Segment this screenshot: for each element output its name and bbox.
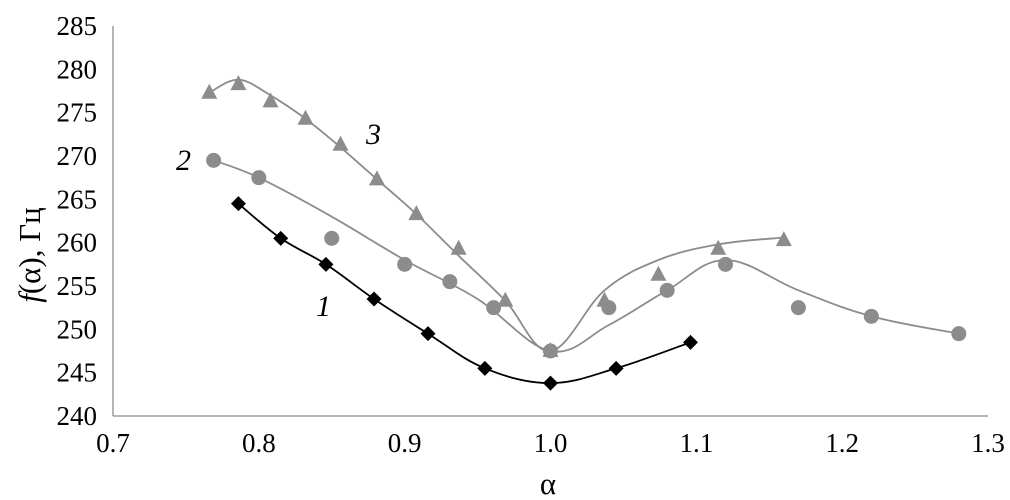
series-1-point — [273, 230, 289, 246]
series-1-point — [608, 360, 624, 376]
series-3-point — [710, 239, 727, 255]
curve-label-2: 2 — [176, 144, 191, 177]
series-2-point — [659, 282, 675, 298]
y-tick-label: 245 — [57, 358, 98, 388]
series-3-point — [201, 83, 218, 99]
y-axis-title-rest: (α), Гц — [12, 207, 47, 294]
y-tick-label: 265 — [57, 184, 98, 214]
y-tick-label: 270 — [57, 141, 98, 171]
x-tick-label: 1.0 — [534, 428, 568, 458]
curves — [208, 78, 959, 385]
x-tick-label: 0.9 — [388, 428, 422, 458]
series-1-point — [318, 256, 334, 272]
series-2-point — [251, 170, 267, 186]
series-3-point — [497, 291, 514, 307]
markers — [201, 75, 967, 391]
series-2-line — [213, 159, 959, 353]
series-1-point — [366, 291, 382, 307]
series-3-point — [297, 109, 314, 125]
series-1-point — [543, 375, 558, 391]
series-2-point — [206, 152, 222, 168]
curve-label-1: 1 — [316, 290, 331, 323]
y-tick-label: 255 — [57, 271, 98, 301]
series-1-point — [477, 360, 493, 376]
series-3-point — [262, 92, 279, 108]
series-3-point — [332, 135, 349, 151]
y-tick-label: 280 — [57, 54, 98, 84]
axes — [112, 26, 988, 417]
x-tick-label: 0.8 — [242, 428, 276, 458]
y-tick-label: 250 — [57, 314, 98, 344]
series-2-point — [486, 300, 502, 316]
y-tick-label: 240 — [57, 401, 98, 431]
series-3-point — [230, 75, 247, 91]
series-2-point — [324, 230, 340, 246]
series-3-line — [208, 78, 784, 352]
curve-label-3: 3 — [365, 118, 381, 151]
series-3-point — [775, 231, 792, 247]
x-tick-label: 1.1 — [679, 428, 713, 458]
series-1-point — [230, 196, 246, 212]
series-3-point — [596, 291, 613, 307]
series-3-point — [368, 170, 385, 186]
series-2-point — [790, 300, 806, 316]
series-3-point — [408, 205, 425, 221]
series-1-point — [420, 326, 436, 342]
x-axis-title: α — [540, 466, 556, 500]
series-2-point — [863, 308, 879, 324]
y-tick-label: 285 — [57, 11, 98, 41]
series-2-point — [718, 256, 733, 272]
series-1-point — [683, 334, 698, 350]
series-1-line — [237, 203, 691, 385]
series-2-point — [397, 256, 413, 272]
y-tick-label: 275 — [57, 98, 98, 128]
tick-labels: 0.7 0.8 0.9 1.0 1.1 1.2 1.3 240 245 250 255 260 265 2… — [57, 11, 1005, 458]
y-tick-label: 260 — [57, 228, 98, 258]
series-3-point — [650, 265, 667, 281]
series-2-point — [951, 326, 967, 342]
series-2-point — [442, 274, 458, 290]
series-3-point — [450, 239, 467, 255]
x-tick-label: 0.7 — [96, 428, 130, 458]
x-tick-label: 1.3 — [971, 428, 1005, 458]
y-axis-title: f(α), Гц — [12, 207, 47, 303]
series-3-point — [542, 342, 559, 357]
x-tick-label: 1.2 — [825, 428, 859, 458]
